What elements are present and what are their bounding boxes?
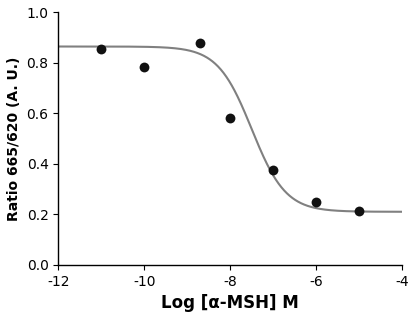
Point xyxy=(141,64,148,69)
Point xyxy=(98,47,104,52)
Point xyxy=(227,116,233,121)
Y-axis label: Ratio 665/620 (A. U.): Ratio 665/620 (A. U.) xyxy=(7,56,21,221)
Point xyxy=(313,199,319,204)
X-axis label: Log [α-MSH] M: Log [α-MSH] M xyxy=(161,294,299,312)
Point xyxy=(356,208,363,213)
Point xyxy=(197,40,203,45)
Point xyxy=(270,167,277,173)
